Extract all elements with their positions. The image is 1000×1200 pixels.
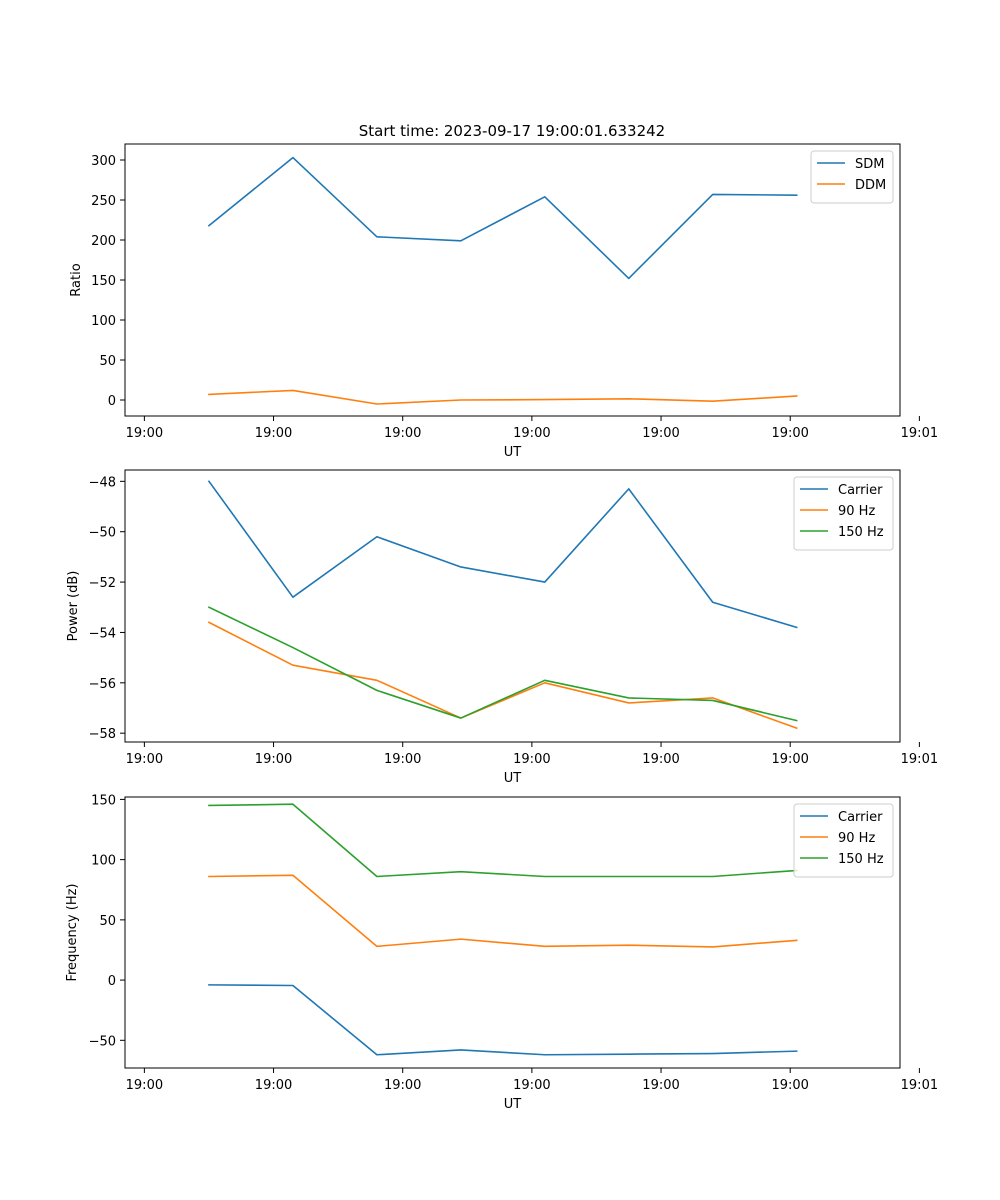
x-tick-label: 19:00 [513, 1078, 550, 1093]
series-line-carrier [207, 480, 798, 629]
x-tick-label: 19:00 [126, 752, 163, 767]
x-tick-label: 19:00 [384, 426, 421, 441]
y-tick-label: 50 [99, 354, 116, 369]
y-tick-label: 200 [91, 234, 116, 249]
figure-title: Start time: 2023-09-17 19:00:01.633242 [359, 122, 665, 140]
legend-label: Carrier [838, 810, 883, 825]
y-tick-label: −58 [89, 727, 116, 742]
x-tick-label: 19:00 [126, 426, 163, 441]
y-tick-label: 100 [91, 854, 116, 869]
x-tick-label: 19:00 [384, 1078, 421, 1093]
x-tick-label: 19:00 [513, 426, 550, 441]
x-tick-label: 19:00 [771, 426, 808, 441]
y-tick-label: −56 [89, 677, 116, 692]
chart-2: 19:00 19:00 19:00 19:00 19:00 19:00 19:01 −58 −5… [66, 469, 938, 786]
legend-label: 90 Hz [838, 504, 875, 519]
y-axis-label: Power (dB) [66, 571, 81, 642]
x-tick-label: 19:01 [901, 752, 938, 767]
legend-label: 150 Hz [838, 525, 884, 540]
series-line-90-hz [208, 874, 798, 948]
x-tick-label: 19:00 [255, 1078, 292, 1093]
y-tick-label: −48 [89, 475, 116, 490]
axes-frame [124, 796, 901, 1069]
y-tick-label: −52 [89, 576, 116, 591]
legend-label: DDM [855, 178, 886, 193]
series-line-carrier [208, 984, 798, 1056]
series-line-150-hz [207, 606, 798, 722]
series-line-150-hz [208, 803, 798, 878]
y-axis-label: Ratio [69, 263, 84, 296]
y-tick-label: 100 [91, 314, 116, 329]
legend-label: 150 Hz [838, 852, 884, 867]
x-tick-label: 19:01 [901, 426, 938, 441]
y-tick-label: 50 [99, 914, 116, 929]
axes-frame [124, 469, 901, 743]
y-tick-label: 0 [108, 394, 116, 409]
y-tick-label: 150 [91, 793, 116, 808]
series-line-ddm [208, 389, 798, 405]
series-line-90-hz [207, 621, 798, 730]
y-axis-label: Frequency (Hz) [65, 883, 80, 981]
legend-label: 90 Hz [838, 831, 875, 846]
x-axis-label: UT [504, 1097, 522, 1112]
x-tick-label: 19:00 [771, 752, 808, 767]
x-tick-label: 19:00 [642, 752, 679, 767]
y-tick-label: 0 [108, 974, 116, 989]
x-tick-label: 19:01 [901, 1078, 938, 1093]
chart-3: 19:00 19:00 19:00 19:00 19:00 19:00 19:01 −50 0 5… [65, 793, 938, 1112]
x-tick-label: 19:00 [126, 1078, 163, 1093]
legend: SDM DDM [810, 150, 894, 204]
y-tick-label: −50 [89, 526, 116, 541]
legend: Carrier 90 Hz 150 Hz [793, 803, 894, 878]
y-tick-label: 150 [91, 274, 116, 289]
legend: Carrier 90 Hz 150 Hz [793, 476, 894, 551]
x-axis-label: UT [504, 771, 522, 786]
x-tick-label: 19:00 [513, 752, 550, 767]
y-tick-label: −54 [89, 626, 116, 641]
x-tick-label: 19:00 [771, 1078, 808, 1093]
y-tick-label: 250 [91, 194, 116, 209]
chart-1: 19:00 19:00 19:00 19:00 19:00 19:00 19:01 0 50 10… [69, 143, 938, 460]
x-axis-label: UT [504, 445, 522, 460]
legend-label: SDM [855, 157, 884, 172]
charts-group: 19:00 19:00 19:00 19:00 19:00 19:00 19:01 0 50 10… [65, 143, 938, 1112]
x-tick-label: 19:00 [384, 752, 421, 767]
x-tick-label: 19:00 [255, 752, 292, 767]
x-tick-label: 19:00 [642, 1078, 679, 1093]
y-tick-label: 300 [91, 154, 116, 169]
x-tick-label: 19:00 [255, 426, 292, 441]
legend-label: Carrier [838, 483, 883, 498]
legend-box [810, 150, 894, 204]
y-tick-label: −50 [89, 1034, 116, 1049]
x-tick-label: 19:00 [642, 426, 679, 441]
series-line-sdm [207, 156, 798, 280]
